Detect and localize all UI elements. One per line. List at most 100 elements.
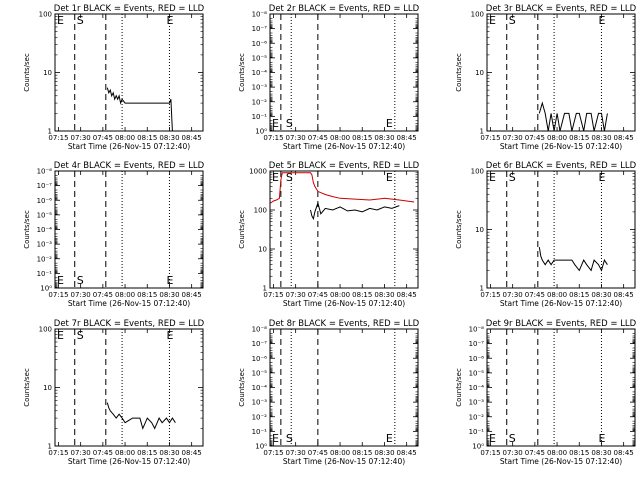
- x-tick-label: 08:30: [591, 134, 611, 142]
- x-tick-label: 08:30: [374, 291, 394, 299]
- plot-frame: [269, 170, 419, 289]
- y-tick-label: 100: [254, 207, 267, 215]
- y-tick-label: 10⁻³: [469, 399, 485, 407]
- y-tick-label: 10⁻⁴: [252, 69, 268, 77]
- y-tick-label: 1: [48, 443, 52, 451]
- plot-frame: [269, 328, 419, 447]
- marker-e-left: E: [489, 432, 496, 445]
- x-tick-label: 08:45: [614, 449, 634, 457]
- y-tick-label: 10⁻⁴: [252, 384, 268, 392]
- x-axis-label: Start Time (26-Nov-15 07:12:40): [68, 299, 190, 308]
- marker-s: S: [77, 329, 84, 342]
- marker-s: S: [286, 117, 293, 130]
- y-tick-label: 10⁻⁵: [37, 211, 53, 219]
- marker-s: S: [509, 14, 516, 27]
- y-tick-label: 10⁻¹: [37, 270, 53, 278]
- y-tick-label: 10⁻³: [252, 399, 268, 407]
- plot-frame: [269, 13, 419, 132]
- x-tick-label: 08:45: [397, 134, 417, 142]
- x-tick-label: 07:15: [263, 291, 283, 299]
- x-tick-label: 08:00: [115, 291, 135, 299]
- x-tick-label: 07:30: [71, 134, 91, 142]
- marker-e-left: E: [272, 171, 279, 184]
- y-axis-label: Counts/sec: [238, 53, 246, 92]
- x-tick-label: 07:30: [503, 449, 523, 457]
- y-tick-label: 10⁻²: [252, 98, 268, 106]
- y-axis-label: Counts/sec: [455, 368, 463, 407]
- x-tick-label: 07:15: [48, 291, 68, 299]
- plot-frame: [54, 13, 204, 132]
- x-tick-label: 08:15: [569, 134, 589, 142]
- marker-e-left: E: [57, 329, 64, 342]
- x-tick-label: 07:30: [286, 291, 306, 299]
- y-tick-label: 10⁻⁸: [37, 168, 53, 176]
- y-tick-label: 1: [480, 285, 484, 293]
- y-axis-label: Counts/sec: [238, 368, 246, 407]
- marker-e: E: [386, 432, 393, 445]
- y-tick-label: 10⁻⁶: [252, 355, 268, 363]
- x-tick-label: 08:15: [137, 291, 157, 299]
- y-axis-label: Counts/sec: [23, 210, 31, 249]
- x-axis-label: Start Time (26-Nov-15 07:12:40): [500, 299, 622, 308]
- x-tick-label: 07:45: [525, 291, 545, 299]
- marker-e: E: [166, 14, 173, 27]
- marker-e: E: [166, 274, 173, 287]
- y-tick-label: 10⁻⁷: [252, 340, 268, 348]
- x-tick-label: 08:00: [547, 291, 567, 299]
- x-axis-label: Start Time (26-Nov-15 07:12:40): [68, 142, 190, 151]
- x-tick-label: 07:15: [48, 449, 68, 457]
- y-tick-label: 100: [471, 11, 484, 19]
- y-tick-label: 10: [43, 69, 52, 77]
- x-tick-label: 08:15: [352, 291, 372, 299]
- y-tick-label: 10⁻⁷: [469, 340, 485, 348]
- x-tick-label: 07:30: [503, 134, 523, 142]
- x-tick-label: 08:00: [547, 134, 567, 142]
- x-tick-label: 07:30: [71, 449, 91, 457]
- y-tick-label: 10⁻³: [252, 84, 268, 92]
- chart-title: Det 7r BLACK = Events, RED = LLD: [54, 319, 205, 329]
- x-tick-label: 08:30: [159, 449, 179, 457]
- x-tick-label: 08:00: [115, 134, 135, 142]
- chart-title: Det 6r BLACK = Events, RED = LLD: [486, 161, 637, 171]
- marker-e-left: E: [489, 14, 496, 27]
- marker-e: E: [386, 117, 393, 130]
- x-tick-label: 08:15: [569, 291, 589, 299]
- y-axis-label: Counts/sec: [455, 210, 463, 249]
- x-tick-label: 08:15: [352, 134, 372, 142]
- y-tick-label: 10⁻⁸: [252, 326, 268, 334]
- x-tick-label: 08:45: [397, 291, 417, 299]
- x-axis-label: Start Time (26-Nov-15 07:12:40): [283, 142, 405, 151]
- y-tick-label: 10⁻⁶: [37, 197, 53, 205]
- y-tick-label: 10⁻⁵: [469, 369, 485, 377]
- x-tick-label: 07:30: [286, 449, 306, 457]
- x-tick-label: 08:00: [330, 291, 350, 299]
- chart-title: Det 9r BLACK = Events, RED = LLD: [486, 319, 637, 329]
- x-tick-label: 07:15: [48, 134, 68, 142]
- x-tick-label: 08:45: [614, 134, 634, 142]
- y-tick-label: 10⁰: [472, 443, 484, 451]
- x-tick-label: 08:30: [591, 449, 611, 457]
- x-axis-label: Start Time (26-Nov-15 07:12:40): [283, 299, 405, 308]
- y-tick-label: 10⁻⁴: [37, 226, 53, 234]
- chart-title: Det 8r BLACK = Events, RED = LLD: [269, 319, 420, 329]
- x-tick-label: 08:45: [614, 291, 634, 299]
- y-tick-label: 10⁻⁴: [469, 384, 485, 392]
- x-tick-label: 08:30: [159, 291, 179, 299]
- x-tick-label: 08:00: [330, 449, 350, 457]
- y-tick-label: 10: [258, 246, 267, 254]
- x-tick-label: 08:30: [591, 291, 611, 299]
- marker-e: E: [598, 171, 605, 184]
- chart-title: Det 4r BLACK = Events, RED = LLD: [54, 161, 205, 171]
- marker-e-left: E: [57, 14, 64, 27]
- marker-e-left: E: [272, 432, 279, 445]
- series-line-events: [106, 402, 176, 430]
- x-tick-label: 07:45: [308, 449, 328, 457]
- y-tick-label: 10⁻⁸: [252, 11, 268, 19]
- chart-title: Det 2r BLACK = Events, RED = LLD: [269, 4, 420, 14]
